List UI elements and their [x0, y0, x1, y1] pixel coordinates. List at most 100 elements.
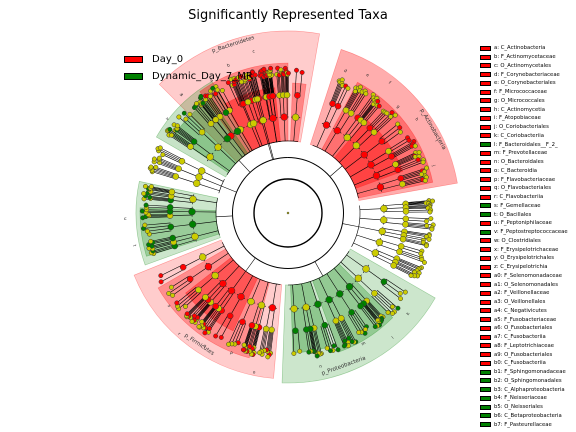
tree-edge-231 [287, 250, 350, 286]
tree-edge-116 [339, 145, 357, 163]
taxa-item-o: o: C_Bacteroidia [480, 167, 576, 176]
tree-node-255 [328, 348, 333, 354]
tree-edge-29 [245, 77, 254, 101]
tree-edge-264 [339, 293, 352, 313]
tree-edge-124 [373, 116, 391, 133]
taxa-label-b5: b5: O_Neisseriales [494, 404, 543, 411]
tree-edge-442 [192, 198, 217, 203]
tree-edge-32 [249, 79, 256, 100]
taxa-label-k: k: C_Coriobacteriia [494, 132, 544, 139]
tree-edge-458 [151, 186, 173, 191]
tree-edge-389 [198, 275, 216, 291]
tree-edge-86 [334, 85, 343, 105]
tree-edge-330 [252, 327, 260, 355]
tree-node-67 [299, 70, 305, 75]
tree-node-328 [219, 279, 227, 288]
node-key-1: b [226, 62, 231, 68]
tree-edge-229 [393, 266, 412, 276]
tree-node-182 [423, 243, 429, 249]
tree-node-433 [190, 138, 198, 145]
taxa-label-b0: b0: C_Fusobacteriia [494, 360, 546, 367]
tree-node-376 [142, 222, 148, 228]
tree-edge-148 [395, 156, 416, 166]
tree-node-110 [392, 112, 398, 118]
tree-edge-299 [310, 328, 316, 353]
tree-edge-349 [231, 321, 242, 345]
tree-node-170 [429, 226, 435, 232]
tree-node-421 [178, 158, 186, 165]
node-key-16: q [203, 343, 208, 349]
tree-node-161 [427, 209, 433, 215]
tree-edge-296 [312, 328, 319, 354]
taxa-label-c: c: O_Actinomycetales [494, 62, 552, 69]
taxa-label-b7: b7: F_Pasteurellaceae [494, 421, 552, 428]
tree-edge-276 [339, 319, 350, 339]
tree-edge-194 [358, 226, 383, 232]
tree-edge-140 [391, 145, 413, 158]
tree-edge-121 [370, 113, 388, 130]
tree-edge-502 [201, 131, 219, 148]
tree-edge-315 [271, 308, 275, 330]
tree-node-475 [254, 95, 261, 103]
tree-node-389 [143, 202, 149, 208]
tree-edge-187 [405, 217, 431, 219]
tree-edge-449 [171, 195, 194, 200]
taxa-key-list: a: C_Actinobacteria b: F_Actinomycetaceae… [480, 44, 576, 429]
taxa-item-d: d: F_Corynebacteriaceae [480, 70, 576, 79]
tree-edge-453 [171, 191, 194, 197]
tree-node-214 [390, 310, 395, 316]
tree-node-12 [219, 88, 225, 93]
tree-node-411 [148, 164, 154, 170]
tree-node-132 [394, 166, 402, 174]
tree-edge-13 [229, 110, 241, 130]
taxa-item-t: t: O_Bacillales [480, 210, 576, 219]
tree-node-460 [210, 85, 216, 91]
tree-edge-238 [340, 261, 359, 279]
taxa-swatch-l [480, 142, 491, 148]
node-key-15: p [229, 350, 234, 356]
tree-edge-186 [383, 217, 406, 220]
taxa-item-l: l: F_Bacteroidales__F_2_ [480, 140, 576, 149]
tree-edge-447 [149, 197, 171, 201]
legend-item-day7: Dynamic_Day_7_MR [124, 68, 253, 85]
tree-node-367 [169, 234, 176, 242]
tree-edge-128 [364, 141, 382, 155]
tree-node-443 [181, 110, 187, 116]
tree-edge-270 [318, 277, 330, 300]
tree-node-208 [398, 296, 404, 302]
node-key-18: s [167, 303, 172, 308]
tree-edge-355 [215, 314, 229, 337]
taxa-swatch-u [480, 220, 491, 226]
tree-node-355 [179, 263, 187, 271]
tree-edge-532 [234, 84, 243, 105]
tree-edge-333 [251, 326, 259, 349]
node-key-22: w [178, 91, 184, 97]
tree-node-326 [196, 324, 202, 330]
tree-edge-19 [241, 104, 251, 125]
node-key-3: d [343, 68, 348, 74]
tree-edge-277 [326, 300, 337, 321]
taxa-label-b2: b2: O_Sphingomonadales [494, 377, 562, 384]
tree-node-270 [306, 349, 312, 355]
tree-edge-416 [152, 240, 174, 247]
tree-edge-196 [382, 228, 405, 233]
tree-node-351 [170, 292, 176, 298]
tree-edge-114 [363, 105, 378, 123]
tree-node-190 [421, 260, 427, 265]
tree-node-425 [157, 145, 163, 151]
tree-node-481 [269, 114, 277, 122]
tree-edge-218 [376, 249, 397, 259]
tree-edge-267 [351, 312, 366, 334]
tree-node-253 [331, 343, 337, 349]
taxa-item-a1: a1: O_Selenomonadales [480, 280, 576, 289]
taxa-swatch-t [480, 212, 491, 218]
tree-node-48 [280, 113, 288, 121]
tree-node-256 [324, 345, 330, 351]
tree-edge-525 [217, 89, 230, 111]
tree-edge-85 [333, 83, 343, 105]
tree-node-184 [397, 243, 405, 250]
tree-edge-248 [351, 284, 367, 302]
tree-edge-488 [190, 146, 209, 160]
tree-node-387 [166, 204, 174, 211]
tree-edge-331 [253, 327, 260, 348]
